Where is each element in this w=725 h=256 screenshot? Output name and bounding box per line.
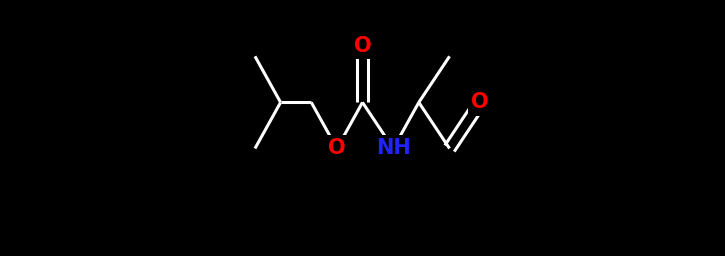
- Text: O: O: [328, 138, 346, 158]
- Text: O: O: [354, 36, 371, 56]
- Text: O: O: [471, 92, 489, 112]
- Text: NH: NH: [376, 138, 410, 158]
